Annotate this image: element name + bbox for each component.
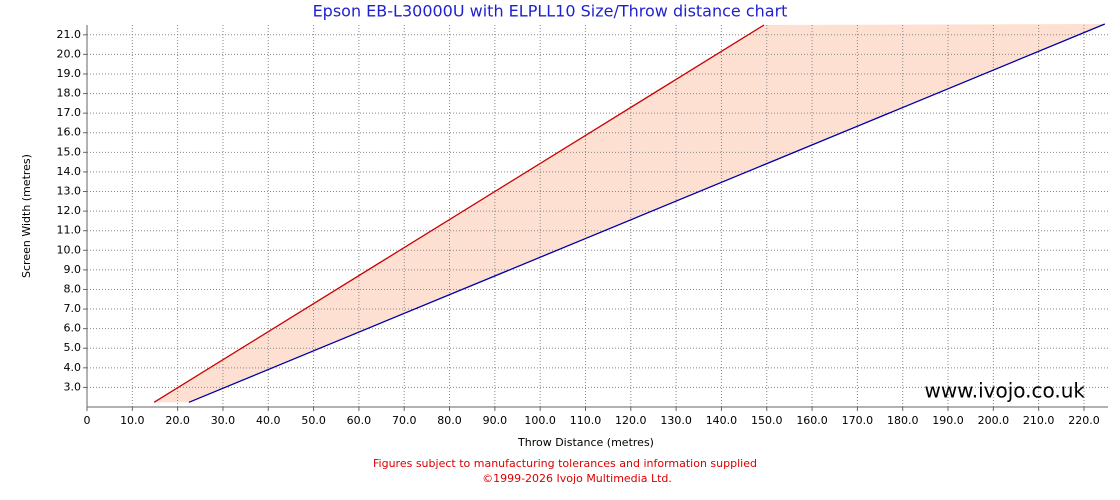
- x-tick-label: 110.0: [570, 414, 602, 427]
- y-tick-label: 18.0: [57, 87, 82, 100]
- x-tick-label: 0: [84, 414, 91, 427]
- x-tick-label: 40.0: [256, 414, 281, 427]
- y-tick-label: 17.0: [57, 106, 82, 119]
- y-tick-label: 21.0: [57, 28, 82, 41]
- x-tick-label: 170.0: [842, 414, 874, 427]
- y-tick-label: 9.0: [64, 263, 82, 276]
- x-tick-label: 70.0: [392, 414, 417, 427]
- y-tick-label: 20.0: [57, 47, 82, 60]
- series-line: [153, 24, 765, 403]
- y-tick-label: 19.0: [57, 67, 82, 80]
- x-tick-label: 180.0: [887, 414, 919, 427]
- x-axis-title: Throw Distance (metres): [517, 436, 654, 449]
- y-tick-label: 15.0: [57, 145, 82, 158]
- y-tick-label: 11.0: [57, 224, 82, 237]
- footnote: Figures subject to manufacturing toleran…: [373, 457, 757, 470]
- x-tick-label: 120.0: [615, 414, 647, 427]
- footnote: ©1999-2026 Ivojo Multimedia Ltd.: [482, 472, 672, 485]
- x-tick-label: 50.0: [301, 414, 326, 427]
- series-line: [188, 23, 1106, 403]
- y-tick-label: 3.0: [64, 380, 82, 393]
- x-tick-label: 60.0: [347, 414, 372, 427]
- y-tick-label: 12.0: [57, 204, 82, 217]
- x-tick-label: 10.0: [120, 414, 145, 427]
- x-tick-label: 200.0: [978, 414, 1010, 427]
- chart-title: Epson EB-L30000U with ELPLL10 Size/Throw…: [313, 2, 788, 21]
- x-tick-label: 90.0: [483, 414, 508, 427]
- y-tick-label: 10.0: [57, 243, 82, 256]
- x-tick-label: 80.0: [437, 414, 462, 427]
- y-tick-label: 13.0: [57, 185, 82, 198]
- y-tick-label: 7.0: [64, 302, 82, 315]
- x-tick-label: 160.0: [796, 414, 828, 427]
- y-tick-label: 6.0: [64, 322, 82, 335]
- x-tick-label: 30.0: [211, 414, 236, 427]
- y-tick-label: 5.0: [64, 341, 82, 354]
- x-tick-label: 20.0: [165, 414, 190, 427]
- x-tick-label: 190.0: [932, 414, 964, 427]
- x-tick-label: 130.0: [660, 414, 692, 427]
- watermark: www.ivojo.co.uk: [924, 379, 1085, 403]
- y-axis-title: Screen Width (metres): [20, 154, 33, 278]
- range-area: [154, 24, 1105, 403]
- x-tick-label: 150.0: [751, 414, 783, 427]
- y-tick-label: 8.0: [64, 282, 82, 295]
- y-tick-label: 4.0: [64, 361, 82, 374]
- x-tick-label: 220.0: [1068, 414, 1100, 427]
- y-tick-label: 14.0: [57, 165, 82, 178]
- y-tick-label: 16.0: [57, 126, 82, 139]
- x-tick-label: 140.0: [706, 414, 738, 427]
- x-tick-label: 210.0: [1023, 414, 1055, 427]
- x-tick-label: 100.0: [524, 414, 556, 427]
